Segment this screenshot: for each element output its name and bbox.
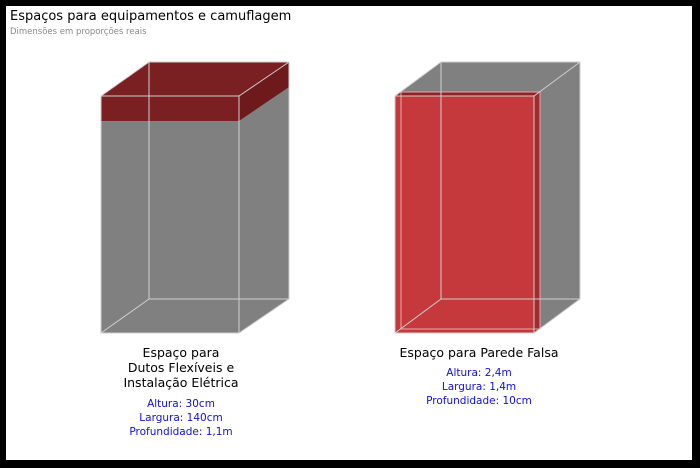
- width-value: Largura: 140cm: [139, 412, 223, 424]
- duct-space-caption: Espaço para Dutos Flexíveis e Instalação…: [101, 345, 261, 390]
- highlight-slab-front: [101, 96, 239, 121]
- page-title: Espaços para equipamentos e camuflagem: [10, 9, 292, 24]
- box-edges: [394, 61, 581, 334]
- caption-line: Dutos Flexíveis e: [127, 360, 235, 375]
- caption-line: Instalação Elétrica: [123, 375, 239, 390]
- highlight-slab-top: [101, 62, 289, 96]
- duct-space-box: [100, 61, 290, 334]
- highlight-panel-top: [395, 92, 540, 96]
- panel-edges: [400, 91, 541, 330]
- duct-space-dimensions: Altura: 30cm Largura: 140cm Profundidade…: [101, 397, 261, 439]
- false-wall-box: [394, 61, 581, 334]
- highlight-panel-side: [534, 92, 540, 333]
- false-wall-caption: Espaço para Parede Falsa: [389, 345, 569, 360]
- height-value: Altura: 30cm: [147, 398, 215, 410]
- height-value: Altura: 2,4m: [446, 367, 512, 379]
- depth-value: Profundidade: 10cm: [426, 395, 532, 407]
- width-value: Largura: 1,4m: [441, 381, 517, 393]
- box-edges: [100, 61, 290, 334]
- caption-line: Espaço para: [142, 345, 220, 360]
- box-body: [101, 62, 289, 333]
- caption-line: Espaço para Parede Falsa: [399, 345, 559, 360]
- false-wall-dimensions: Altura: 2,4m Largura: 1,4m Profundidade:…: [389, 366, 569, 408]
- highlight-panel-front: [395, 96, 534, 333]
- highlight-slab-side: [239, 62, 289, 121]
- depth-value: Profundidade: 1,1m: [129, 426, 233, 438]
- page-subtitle: Dimensões em proporções reais: [10, 27, 147, 37]
